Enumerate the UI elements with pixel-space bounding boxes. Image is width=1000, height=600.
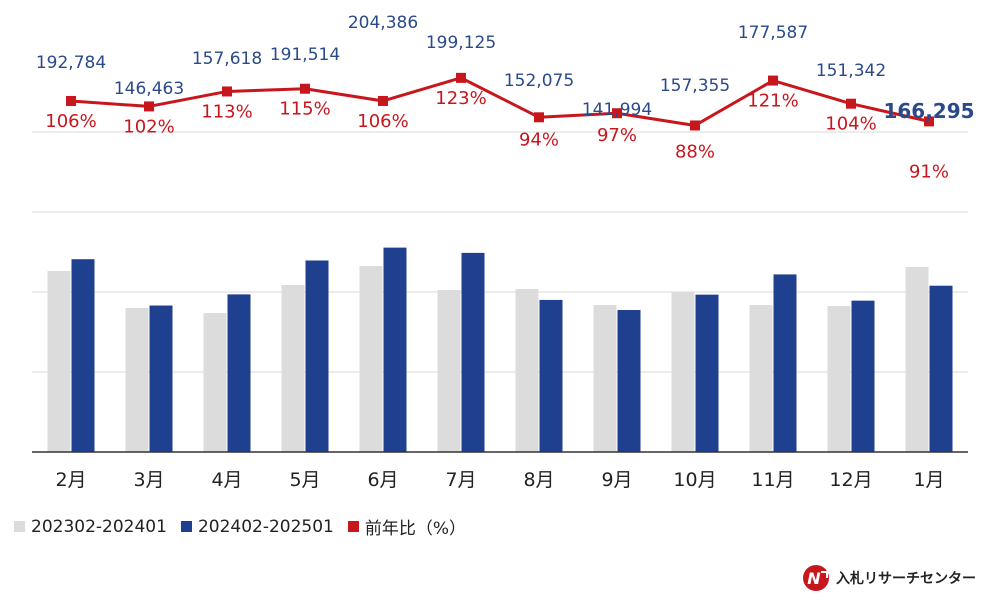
x-tick-label-5: 6月 — [367, 469, 398, 491]
bar-curr-3 — [227, 294, 251, 452]
legend-label-ratio: 前年比（%） — [364, 519, 467, 539]
bar-prev-1 — [47, 271, 71, 452]
yoy-ratio-line — [66, 72, 934, 131]
ratio-marker-11 — [846, 98, 856, 109]
ratio-value-label-5: 106% — [357, 111, 408, 132]
ratio-value-label-7: 94% — [519, 129, 559, 150]
x-tick-label-9: 10月 — [673, 469, 716, 491]
bar-value-label-9: 157,355 — [660, 76, 730, 96]
x-tick-label-6: 7月 — [445, 469, 476, 491]
bar-value-label-1: 192,784 — [36, 53, 106, 73]
bar-curr-11 — [851, 300, 875, 452]
ratio-value-label-10: 121% — [747, 91, 798, 112]
x-tick-label-7: 8月 — [523, 469, 554, 491]
bar-curr-8 — [617, 310, 641, 452]
ratio-value-label-11: 104% — [825, 114, 876, 135]
ratio-value-label-6: 123% — [435, 88, 486, 109]
bar-prev-8 — [593, 305, 617, 452]
legend-swatch-prev — [14, 521, 25, 532]
bar-curr-6 — [461, 252, 485, 452]
bar-prev-7 — [515, 289, 539, 452]
ratio-value-label-1: 106% — [45, 111, 96, 132]
bar-prev-12 — [905, 267, 929, 452]
x-tick-label-2: 3月 — [133, 469, 164, 491]
ratio-value-label-4: 115% — [279, 99, 330, 120]
bar-curr-5 — [383, 247, 407, 452]
ratio-marker-10 — [768, 75, 778, 86]
x-tick-label-3: 4月 — [211, 469, 242, 491]
series-2024-bars — [71, 247, 953, 452]
ratio-marker-1 — [66, 95, 76, 106]
legend-label-prev: 202302-202401 — [31, 516, 167, 537]
ratio-value-labels: 106% 102% 113% 115% 106% 123% 94% 97% 88% 121% 104… — [45, 88, 949, 183]
ratio-value-label-9: 88% — [675, 141, 715, 162]
legend-swatch-ratio — [347, 521, 359, 532]
ratio-marker-12 — [924, 116, 934, 127]
x-tick-label-12: 1月 — [913, 469, 944, 491]
bar-value-label-8: 141,994 — [582, 100, 652, 120]
gridlines — [32, 131, 968, 373]
bar-value-label-12: 166,295 — [883, 99, 974, 123]
bar-prev-3 — [203, 313, 227, 452]
ratio-marker-6 — [456, 72, 466, 83]
ratio-value-label-2: 102% — [123, 116, 174, 137]
bar-curr-2 — [149, 305, 173, 452]
bar-value-label-2: 146,463 — [114, 79, 184, 99]
x-tick-label-11: 12月 — [829, 469, 872, 491]
brand-logo-letter: N — [807, 569, 821, 588]
ratio-value-label-12: 91% — [909, 161, 949, 182]
bar-value-labels: 192,784 146,463 157,618 191,514 204,386 199,1… — [36, 13, 975, 123]
legend: 202302-202401 202402-202501 前年比（%） — [14, 514, 480, 539]
x-tick-label-8: 9月 — [601, 469, 632, 491]
brand-logo-icon: N — [803, 565, 829, 591]
bar-value-label-3: 157,618 — [192, 49, 262, 69]
bar-curr-12 — [929, 285, 953, 452]
legend-swatch-curr — [180, 521, 192, 532]
bar-prev-6 — [437, 290, 461, 452]
ratio-marker-4 — [300, 83, 310, 94]
bar-prev-9 — [671, 292, 695, 452]
bar-prev-11 — [827, 306, 851, 452]
legend-item-ratio: 前年比（%） — [347, 514, 467, 539]
bar-value-label-7: 152,075 — [504, 71, 574, 91]
bar-curr-4 — [305, 260, 329, 452]
bar-value-label-5: 204,386 — [348, 13, 418, 33]
ratio-value-label-3: 113% — [201, 101, 252, 122]
x-axis-tick-labels: 2月 3月 4月 5月 6月 7月 8月 9月 10月 11月 12月 1月 — [55, 469, 944, 491]
ratio-marker-7 — [534, 112, 544, 123]
legend-item-curr: 202402-202501 — [180, 516, 334, 537]
bar-curr-7 — [539, 299, 563, 452]
bar-value-label-4: 191,514 — [270, 45, 340, 65]
bar-value-label-10: 177,587 — [738, 23, 808, 43]
bar-prev-2 — [125, 308, 149, 452]
brand-name: 入札リサーチセンター — [836, 571, 976, 587]
legend-item-prev: 202302-202401 — [14, 517, 167, 537]
x-tick-label-4: 5月 — [289, 469, 320, 491]
legend-label-curr: 202402-202501 — [197, 516, 334, 537]
x-tick-label-1: 2月 — [55, 469, 86, 491]
brand-logo-area: N 入札リサーチセンター — [802, 564, 976, 592]
ratio-marker-8 — [612, 108, 622, 119]
bar-curr-10 — [773, 274, 797, 452]
bar-value-label-11: 151,342 — [816, 61, 886, 81]
ratio-marker-3 — [222, 86, 232, 97]
bar-curr-9 — [695, 294, 719, 452]
bar-prev-4 — [281, 285, 305, 452]
ratio-marker-2 — [144, 101, 154, 112]
ratio-marker-5 — [378, 95, 388, 106]
ratio-marker-9 — [690, 120, 700, 131]
bar-value-label-6: 199,125 — [426, 33, 496, 53]
bar-prev-10 — [749, 305, 773, 452]
ratio-value-label-8: 97% — [597, 125, 637, 146]
series-2023-bars — [47, 266, 929, 452]
ratio-line-path — [70, 76, 930, 127]
bar-curr-1 — [71, 259, 95, 452]
x-tick-label-10: 11月 — [751, 469, 794, 491]
bar-prev-5 — [359, 266, 383, 452]
